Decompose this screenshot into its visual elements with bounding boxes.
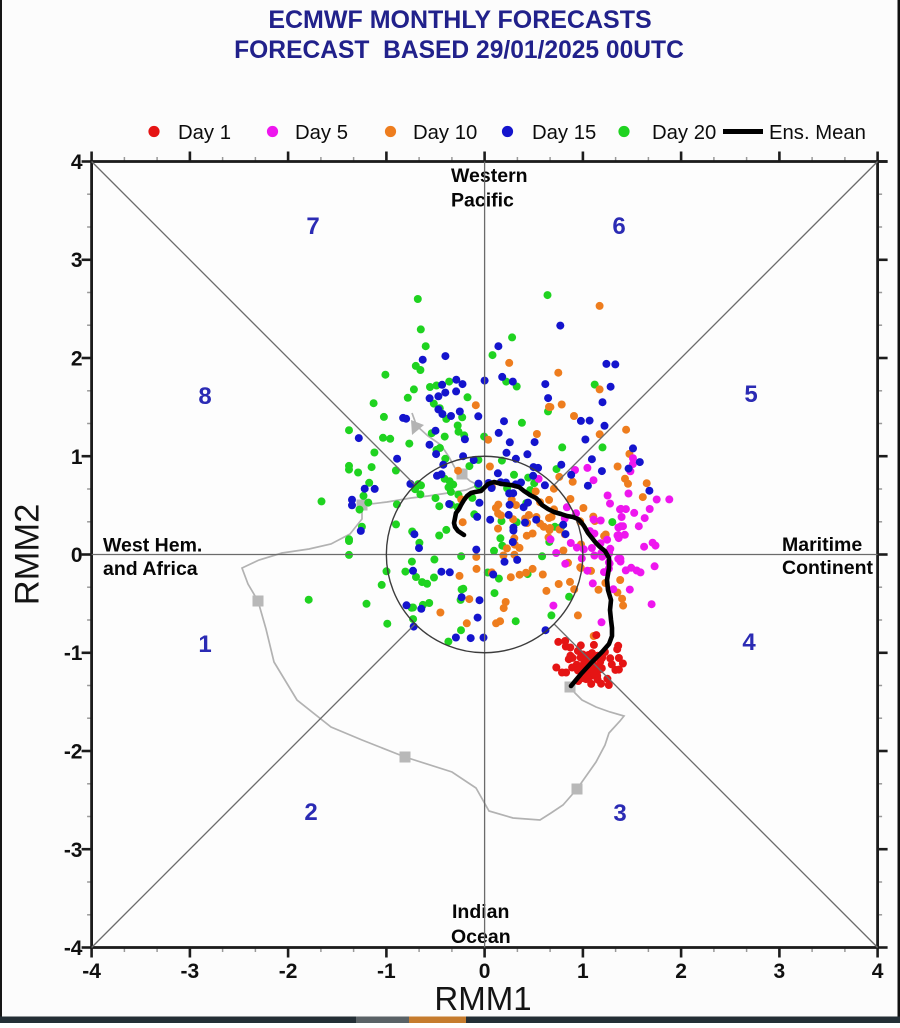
svg-text:Day 5: Day 5 xyxy=(295,122,348,144)
svg-text:Ens. Mean: Ens. Mean xyxy=(769,122,866,144)
svg-text:RMM2: RMM2 xyxy=(9,504,47,606)
svg-text:-3: -3 xyxy=(64,839,83,862)
svg-text:-3: -3 xyxy=(181,960,200,983)
svg-text:West Hem.: West Hem. xyxy=(103,535,202,557)
svg-text:FORECAST BASED 29/01/2025 00U: FORECAST BASED 29/01/2025 00UTC xyxy=(234,37,684,64)
svg-text:3: 3 xyxy=(71,249,83,272)
svg-text:1: 1 xyxy=(198,631,211,658)
svg-text:ECMWF MONTHLY FORECASTS: ECMWF MONTHLY FORECASTS xyxy=(268,6,651,34)
svg-text:4: 4 xyxy=(742,629,756,656)
svg-text:-1: -1 xyxy=(64,642,83,665)
svg-text:4: 4 xyxy=(872,960,884,983)
svg-text:8: 8 xyxy=(198,383,211,410)
svg-text:-2: -2 xyxy=(64,741,83,764)
svg-text:Day 1: Day 1 xyxy=(178,122,231,144)
svg-text:2: 2 xyxy=(304,799,317,826)
svg-text:-4: -4 xyxy=(64,937,83,960)
svg-text:Day 10: Day 10 xyxy=(413,122,477,144)
svg-text:Day 15: Day 15 xyxy=(532,122,596,144)
svg-text:1: 1 xyxy=(577,960,589,983)
svg-text:Continent: Continent xyxy=(782,557,873,579)
svg-text:2: 2 xyxy=(675,960,687,983)
svg-text:Pacific: Pacific xyxy=(451,190,514,212)
svg-text:4: 4 xyxy=(71,151,83,174)
svg-text:Western: Western xyxy=(451,165,528,187)
svg-text:5: 5 xyxy=(744,381,757,408)
svg-text:2: 2 xyxy=(71,348,83,371)
svg-text:1: 1 xyxy=(71,446,83,469)
svg-text:and Africa: and Africa xyxy=(103,558,198,580)
svg-text:-1: -1 xyxy=(377,960,396,983)
svg-text:Indian: Indian xyxy=(452,901,509,923)
svg-text:Ocean: Ocean xyxy=(451,926,511,948)
svg-text:3: 3 xyxy=(774,960,786,983)
svg-text:Day 20: Day 20 xyxy=(652,122,716,144)
svg-text:-4: -4 xyxy=(82,960,101,983)
svg-text:0: 0 xyxy=(71,544,83,567)
svg-text:RMM1: RMM1 xyxy=(434,980,531,1017)
svg-text:7: 7 xyxy=(306,213,319,240)
svg-text:6: 6 xyxy=(612,213,625,240)
svg-text:3: 3 xyxy=(613,800,626,827)
svg-text:-2: -2 xyxy=(279,960,298,983)
svg-text:Maritime: Maritime xyxy=(782,534,862,556)
